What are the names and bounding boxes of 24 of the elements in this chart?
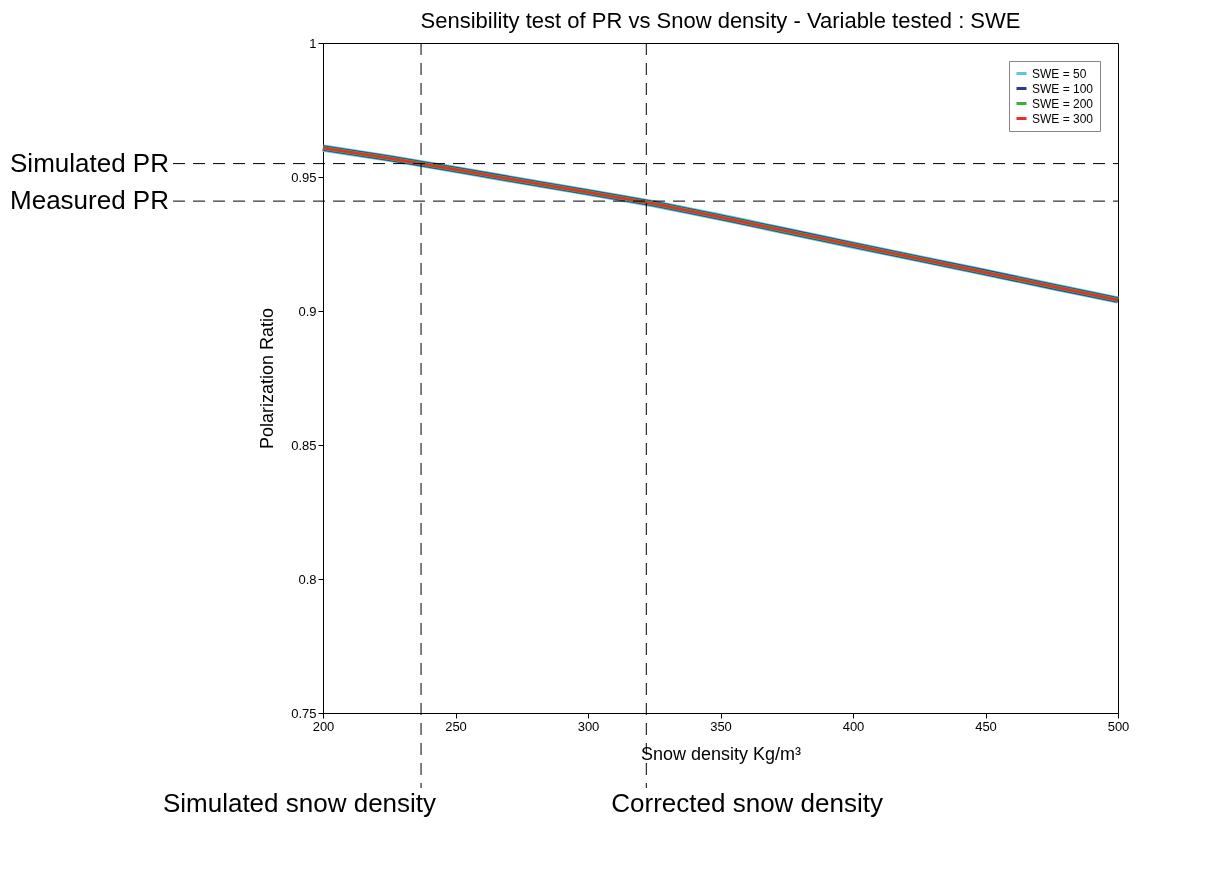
x-tick-label: 300 (577, 718, 600, 734)
y-axis-title: Polarization Ratio (257, 307, 278, 450)
legend-label: SWE = 100 (1032, 81, 1094, 96)
y-tick-label: 1 (309, 35, 317, 51)
legend-label: SWE = 50 (1032, 66, 1087, 81)
ref-line-label: Simulated PR (10, 147, 169, 178)
y-tick-label: 0.75 (291, 705, 317, 721)
ref-line-label: Simulated snow density (162, 788, 437, 818)
x-tick-label: 200 (312, 718, 335, 734)
x-tick-label: 350 (710, 718, 732, 734)
y-tick-label: 0.95 (291, 169, 317, 185)
x-axis-title: Snow density Kg/m³ (640, 743, 802, 764)
x-tick-label: 450 (975, 718, 997, 734)
y-tick-label: 0.9 (298, 303, 317, 319)
y-tick-label: 0.8 (298, 571, 317, 587)
x-tick-label: 500 (1107, 718, 1130, 734)
legend-label: SWE = 200 (1032, 96, 1094, 111)
legend-label: SWE = 300 (1032, 111, 1094, 126)
y-tick-label: 0.85 (291, 437, 317, 453)
ref-line-label: Corrected snow density (611, 788, 883, 818)
ref-line-label: Measured PR (10, 185, 169, 216)
x-tick-label: 250 (445, 718, 467, 734)
chart-title: Sensibility test of PR vs Snow density - Variable tested : SWE (420, 8, 1021, 33)
x-tick-label: 400 (842, 718, 865, 734)
